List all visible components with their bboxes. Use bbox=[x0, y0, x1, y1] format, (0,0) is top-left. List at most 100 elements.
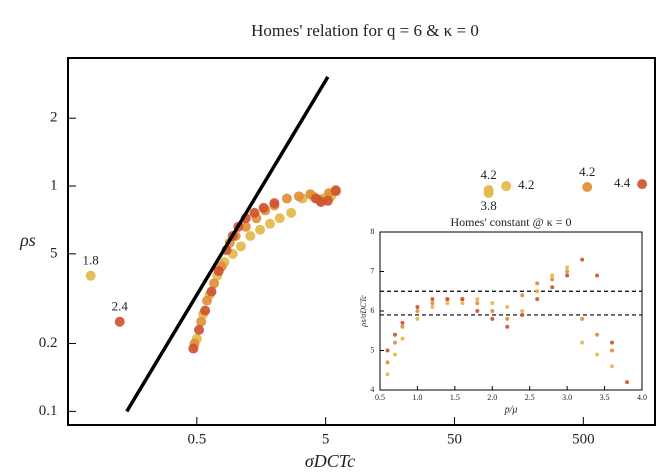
y-tick-label: 1 bbox=[50, 177, 58, 193]
data-point bbox=[385, 348, 390, 353]
data-point bbox=[625, 380, 630, 385]
data-point bbox=[520, 293, 525, 298]
data-point bbox=[385, 372, 390, 377]
x-tick-label: 3.5 bbox=[600, 393, 610, 402]
data-point bbox=[322, 195, 333, 206]
y-axis-label: ρs bbox=[19, 230, 36, 250]
data-point bbox=[85, 270, 96, 281]
data-point bbox=[188, 343, 199, 354]
y-tick-label: 8 bbox=[370, 227, 374, 236]
data-point bbox=[535, 297, 540, 302]
y-tick-label: 6 bbox=[370, 306, 374, 315]
data-point bbox=[330, 186, 341, 197]
data-point bbox=[245, 231, 256, 242]
x-axis-label: σDCTc bbox=[305, 451, 355, 471]
data-point bbox=[565, 269, 570, 274]
fit-line bbox=[125, 76, 330, 413]
x-tick-label: 3.0 bbox=[562, 393, 572, 402]
data-point bbox=[460, 297, 465, 302]
x-tick-label: 4.0 bbox=[637, 393, 647, 402]
data-point bbox=[565, 265, 570, 270]
point-label: 4.2 bbox=[518, 177, 534, 192]
data-point bbox=[392, 332, 397, 337]
data-point bbox=[281, 193, 292, 204]
data-point bbox=[202, 295, 213, 306]
data-point bbox=[565, 273, 570, 278]
point-label: 3.8 bbox=[480, 198, 496, 213]
data-point bbox=[430, 305, 435, 310]
data-point bbox=[535, 281, 540, 286]
data-point bbox=[385, 360, 390, 365]
data-point bbox=[293, 191, 304, 202]
y-tick-label: 4 bbox=[370, 385, 374, 394]
point-label: 4.2 bbox=[579, 164, 595, 179]
point-label: 2.4 bbox=[112, 299, 129, 314]
x-tick-label: 2.5 bbox=[525, 393, 535, 402]
data-point bbox=[490, 316, 495, 321]
data-point bbox=[196, 316, 207, 327]
x-tick-label: 1.0 bbox=[412, 393, 422, 402]
data-point bbox=[580, 316, 585, 321]
data-point bbox=[610, 340, 615, 345]
data-point bbox=[475, 301, 480, 306]
data-point bbox=[445, 301, 450, 306]
data-point bbox=[400, 320, 405, 325]
x-tick-label: 5 bbox=[322, 431, 330, 447]
data-point bbox=[637, 179, 648, 190]
data-point bbox=[194, 324, 205, 335]
y-tick-label: 5 bbox=[50, 245, 58, 261]
data-point bbox=[580, 257, 585, 262]
data-point bbox=[505, 305, 510, 310]
data-point bbox=[595, 332, 600, 337]
data-point bbox=[490, 309, 495, 313]
data-point bbox=[240, 221, 251, 232]
y-tick-label: 7 bbox=[370, 266, 374, 275]
data-point bbox=[235, 241, 246, 252]
data-point bbox=[445, 297, 450, 302]
data-point bbox=[550, 285, 555, 290]
data-point bbox=[400, 324, 405, 329]
data-point bbox=[200, 305, 211, 316]
point-label: 4.2 bbox=[480, 167, 496, 182]
y-tick-label: 2 bbox=[50, 110, 58, 126]
data-point bbox=[415, 305, 420, 310]
data-point bbox=[392, 340, 397, 345]
data-point bbox=[114, 316, 125, 327]
point-label: 1.8 bbox=[83, 253, 99, 268]
y-tick-label: 0.1 bbox=[39, 403, 58, 419]
data-point bbox=[505, 316, 510, 321]
data-point bbox=[550, 277, 555, 282]
y-tick-label: 5 bbox=[370, 345, 374, 354]
data-point bbox=[258, 202, 269, 213]
data-point bbox=[595, 352, 600, 357]
inset-y-label: ρs/σDCTc bbox=[359, 295, 368, 328]
x-tick-label: 2.0 bbox=[487, 393, 497, 402]
data-point bbox=[415, 309, 420, 313]
chart-title: Homes' relation for q = 6 & κ = 0 bbox=[251, 21, 479, 40]
data-point bbox=[475, 297, 480, 302]
data-point bbox=[286, 207, 297, 218]
x-tick-label: 1.5 bbox=[450, 393, 460, 402]
plot-frame bbox=[67, 57, 656, 426]
data-point bbox=[610, 364, 615, 369]
data-point bbox=[460, 301, 465, 306]
data-point bbox=[209, 278, 220, 289]
data-point bbox=[206, 286, 217, 297]
data-point bbox=[415, 316, 420, 321]
data-point bbox=[475, 309, 480, 313]
data-point bbox=[400, 336, 405, 341]
data-point bbox=[274, 213, 285, 224]
data-point bbox=[213, 265, 224, 276]
data-point bbox=[520, 309, 525, 313]
data-point bbox=[550, 273, 555, 278]
data-point bbox=[582, 182, 593, 193]
x-tick-label: 0.5 bbox=[187, 431, 206, 447]
data-point bbox=[255, 224, 266, 235]
inset-x-label: p/μ bbox=[504, 404, 518, 415]
data-point bbox=[610, 348, 615, 353]
x-tick-label: 500 bbox=[572, 431, 595, 447]
data-point bbox=[265, 218, 276, 229]
data-point bbox=[392, 352, 397, 357]
data-point bbox=[483, 188, 494, 199]
